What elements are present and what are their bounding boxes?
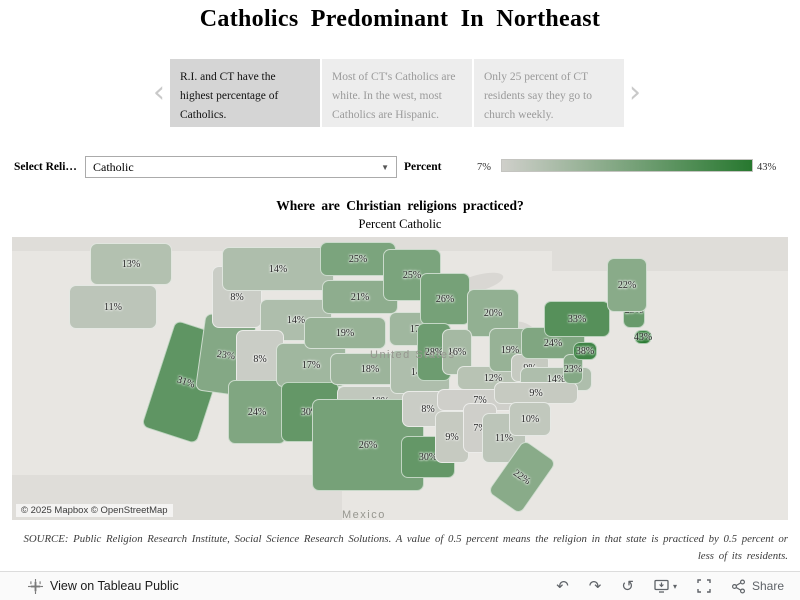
- tableau-toolbar: View on Tableau Public ↶ ↷ ↺ ▾: [0, 571, 800, 600]
- state-value-label: 25%: [348, 253, 368, 265]
- state-value-label: 9%: [529, 387, 543, 399]
- state-value-label: 24%: [247, 406, 267, 418]
- state-OR[interactable]: 11%: [69, 285, 157, 329]
- map-attribution[interactable]: © 2025 Mapbox © OpenStreetMap: [16, 504, 173, 517]
- state-value-label: 43%: [633, 331, 653, 343]
- share-button[interactable]: Share: [731, 579, 784, 594]
- story-caption-2[interactable]: Most of CT's Catholics are white. In the…: [322, 59, 472, 127]
- share-icon: [731, 579, 746, 594]
- story-caption-text: Only 25 percent of CT residents say they…: [484, 71, 592, 121]
- state-value-label: 16%: [447, 346, 467, 358]
- share-label: Share: [751, 579, 784, 593]
- state-value-label: 8%: [230, 291, 244, 303]
- state-value-label: 7%: [473, 394, 487, 406]
- state-value-label: 22%: [617, 279, 637, 291]
- state-value-label: 19%: [500, 344, 520, 356]
- download-icon[interactable]: ▾: [654, 579, 677, 594]
- state-value-label: 26%: [435, 293, 455, 305]
- state-MT[interactable]: 14%: [222, 247, 334, 291]
- view-on-tableau-public-link[interactable]: View on Tableau Public: [28, 578, 179, 594]
- state-CT[interactable]: 38%: [573, 342, 597, 360]
- state-value-label: 23%: [563, 363, 583, 375]
- redo-icon[interactable]: ↷: [588, 576, 602, 595]
- religion-dropdown-value: Catholic: [93, 159, 134, 174]
- state-value-label: 19%: [335, 327, 355, 339]
- reset-icon[interactable]: ↺: [621, 576, 634, 595]
- download-caret-icon: ▾: [672, 581, 677, 591]
- state-value-label: 14%: [286, 314, 306, 326]
- story-caption-strip: R.I. and CT have the highest percentage …: [170, 59, 624, 127]
- state-value-label: 33%: [567, 313, 587, 325]
- state-NY[interactable]: 33%: [544, 301, 610, 337]
- story-caption-text: Most of CT's Catholics are white. In the…: [332, 71, 456, 121]
- state-AZ[interactable]: 24%: [228, 380, 286, 444]
- source-note: SOURCE: Public Religion Research Institu…: [23, 533, 788, 562]
- story-navigator: ‹ R.I. and CT have the highest percentag…: [148, 59, 646, 127]
- state-value-label: 9%: [445, 431, 459, 443]
- page-title: Catholics Predominant In Northeast: [199, 6, 601, 32]
- prev-story-point-arrow[interactable]: ‹: [153, 75, 165, 110]
- state-value-label: 18%: [360, 363, 380, 375]
- state-WA[interactable]: 13%: [90, 243, 172, 285]
- state-value-label: 13%: [121, 258, 141, 270]
- state-value-label: 11%: [495, 432, 513, 444]
- state-value-label: 24%: [543, 337, 563, 349]
- state-value-label: 30%: [418, 451, 438, 463]
- state-value-label: 12%: [483, 372, 503, 384]
- state-value-label: 30%: [300, 406, 320, 418]
- legend-title: Percent: [404, 161, 442, 173]
- story-caption-3[interactable]: Only 25 percent of CT residents say they…: [474, 59, 624, 127]
- state-value-label: 10%: [520, 413, 540, 425]
- canada-landmass-northeast: [552, 237, 788, 271]
- story-caption-1[interactable]: R.I. and CT have the highest percentage …: [170, 59, 320, 127]
- state-value-label: 14%: [546, 373, 566, 385]
- chevron-down-icon: ▼: [381, 162, 389, 172]
- religion-filter-label: Select Reli…: [14, 161, 77, 173]
- tableau-logo-icon: [28, 578, 43, 594]
- legend-gradient: [501, 159, 753, 172]
- state-value-label: 31%: [175, 373, 197, 391]
- legend-min-label: 7%: [477, 162, 491, 173]
- religion-dropdown[interactable]: Catholic ▼: [85, 156, 397, 178]
- toolbar-actions: ↶ ↷ ↺ ▾: [556, 576, 784, 595]
- story-caption-text: R.I. and CT have the highest percentage …: [180, 71, 279, 121]
- state-value-label: 21%: [350, 291, 370, 303]
- next-story-point-arrow[interactable]: ›: [629, 75, 641, 110]
- state-value-label: 22%: [511, 467, 533, 487]
- fullscreen-icon[interactable]: [697, 579, 711, 593]
- map-place-label: Mexico: [342, 509, 386, 520]
- state-value-label: 7%: [473, 422, 487, 434]
- us-map[interactable]: © 2025 Mapbox © OpenStreetMap 13% 11% 31% 2…: [12, 237, 788, 520]
- state-value-label: 8%: [253, 353, 267, 365]
- view-on-tableau-public-label: View on Tableau Public: [50, 579, 179, 593]
- undo-icon[interactable]: ↶: [556, 576, 569, 595]
- state-value-label: 38%: [575, 345, 595, 357]
- legend-max-label: 43%: [757, 162, 777, 173]
- chart-title: Where are Christian religions practiced?: [276, 198, 524, 213]
- state-value-label: 28%: [424, 346, 444, 358]
- state-RI[interactable]: 43%: [634, 330, 652, 344]
- state-value-label: 20%: [483, 307, 503, 319]
- state-SC[interactable]: 10%: [509, 402, 551, 436]
- state-value-label: 11%: [104, 301, 122, 313]
- state-WI[interactable]: 26%: [420, 273, 470, 325]
- state-value-label: 8%: [421, 403, 435, 415]
- state-ME[interactable]: 22%: [607, 258, 647, 312]
- state-value-label: 25%: [402, 269, 422, 281]
- state-value-label: 14%: [268, 263, 288, 275]
- state-value-label: 26%: [358, 439, 378, 451]
- state-value-label: 23%: [216, 348, 236, 362]
- state-NC[interactable]: 9%: [494, 382, 578, 404]
- state-value-label: 17%: [301, 359, 321, 371]
- chart-subtitle: Percent Catholic: [358, 217, 442, 231]
- state-NE[interactable]: 19%: [304, 317, 386, 349]
